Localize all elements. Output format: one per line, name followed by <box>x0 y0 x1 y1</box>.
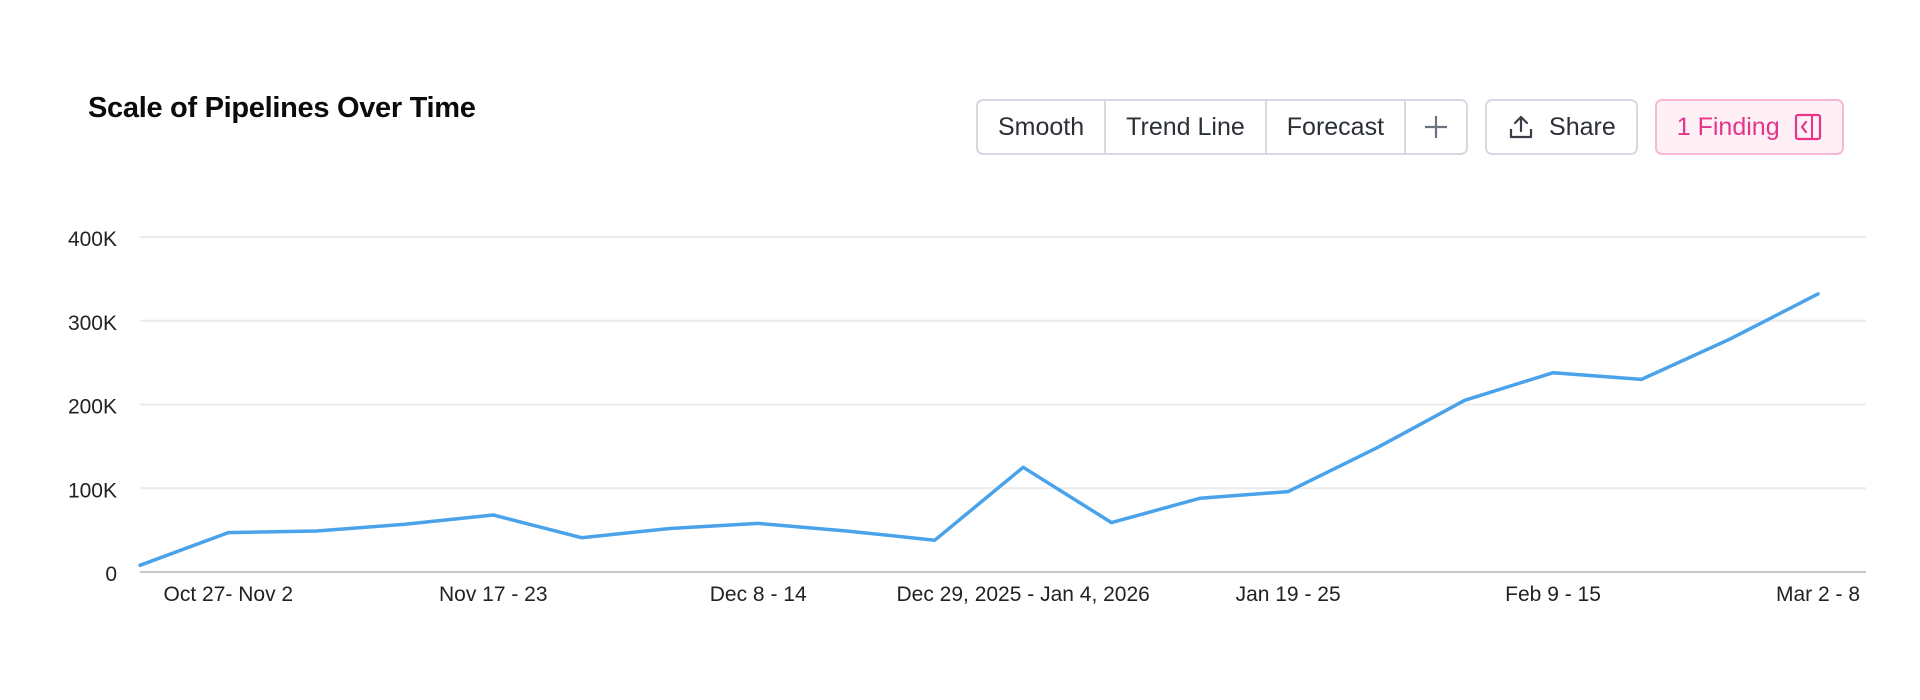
add-option-button[interactable] <box>1406 101 1466 153</box>
series-lines <box>138 292 1820 568</box>
x-tick-label: Mar 2 - 8 <box>1776 583 1860 606</box>
series-line <box>138 292 1820 568</box>
y-axis-tick-labels: 0 100K 200K 300K 400K <box>68 228 117 586</box>
findings-button[interactable]: 1 Finding <box>1654 99 1844 155</box>
x-axis-tick-labels: Oct 27- Nov 2 Nov 17 - 23 Dec 8 - 14 Dec 29… <box>164 583 1860 606</box>
chart-options-group: Smooth Trend Line Forecast <box>976 99 1469 155</box>
plus-icon <box>1425 116 1448 138</box>
smooth-button[interactable]: Smooth <box>978 101 1107 153</box>
x-tick-label: Feb 9 - 15 <box>1505 583 1601 606</box>
share-button[interactable]: Share <box>1485 99 1638 155</box>
share-label: Share <box>1549 112 1616 141</box>
x-tick-label: Nov 17 - 23 <box>439 583 548 606</box>
x-tick-label: Dec 29, 2025 - Jan 4, 2026 <box>896 583 1149 606</box>
share-icon <box>1509 115 1533 139</box>
y-tick-label: 100K <box>68 479 117 502</box>
y-tick-label: 400K <box>68 228 117 251</box>
x-tick-label: Dec 8 - 14 <box>710 583 807 606</box>
y-tick-label: 300K <box>68 312 117 335</box>
chart-title: Scale of Pipelines Over Time <box>88 92 476 124</box>
x-tick-label: Jan 19 - 25 <box>1236 583 1341 606</box>
y-tick-label: 200K <box>68 396 117 419</box>
panel-collapse-icon <box>1794 113 1821 141</box>
gridlines <box>140 236 1866 490</box>
x-tick-label: Oct 27- Nov 2 <box>164 583 294 606</box>
findings-label: 1 Finding <box>1676 112 1780 141</box>
chart-toolbar: Smooth Trend Line Forecast Share 1 Findi… <box>976 99 1844 155</box>
y-tick-label: 0 <box>105 563 117 586</box>
trend-line-button[interactable]: Trend Line <box>1106 101 1267 153</box>
forecast-button[interactable]: Forecast <box>1267 101 1407 153</box>
